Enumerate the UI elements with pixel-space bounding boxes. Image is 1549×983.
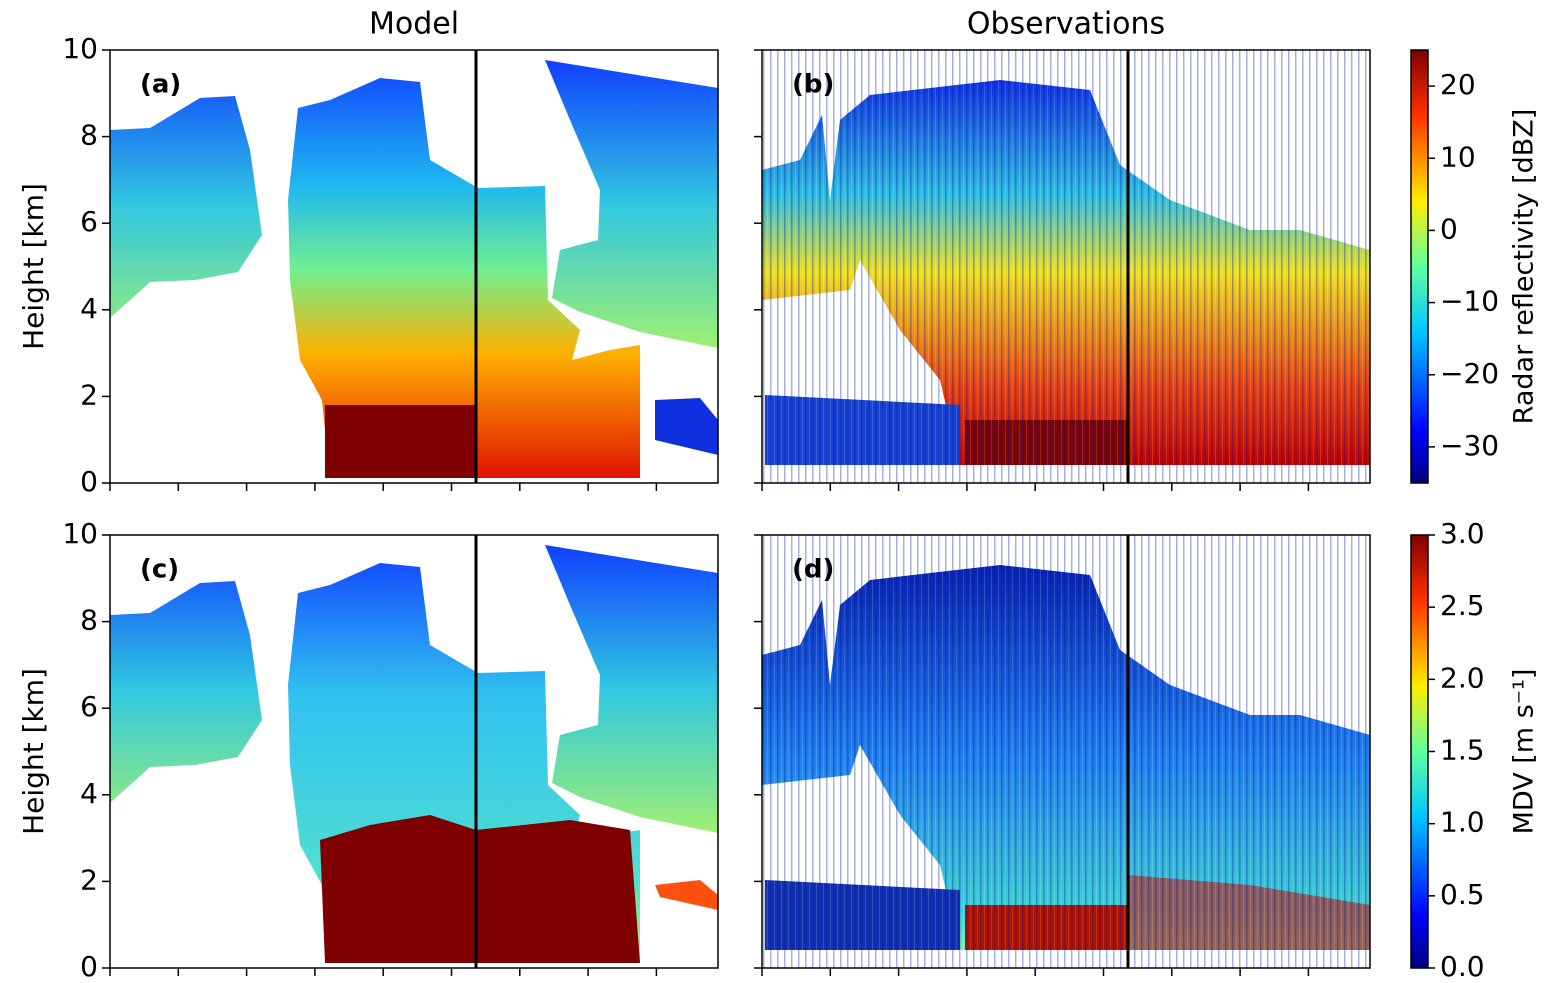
y-tick-label: 8	[80, 119, 98, 152]
observed-field	[762, 535, 1370, 968]
y-tick-label: 8	[80, 604, 98, 637]
y-tick-label: 6	[80, 690, 98, 723]
colorbar-tick-label: −30	[1440, 429, 1499, 462]
colorbar-fill	[1411, 535, 1428, 968]
colorbar-tick-label: 1.5	[1440, 734, 1485, 767]
colorbar-tick-label: 2.5	[1440, 589, 1485, 622]
model-field	[110, 60, 718, 478]
colorbar-label: MDV [m s⁻¹]	[1509, 669, 1540, 835]
model-field	[110, 545, 718, 963]
colorbar-tick-label: −10	[1440, 285, 1499, 318]
colorbar-tick-label: 2.0	[1440, 661, 1485, 694]
colorbar-fill	[1411, 50, 1428, 483]
panel-title: Observations	[967, 7, 1165, 42]
colorbar-tick-label: 10	[1440, 140, 1476, 173]
y-tick-label: 4	[80, 777, 98, 810]
y-axis-label: Height [km]	[17, 183, 50, 350]
y-tick-label: 0	[80, 465, 98, 498]
y-tick-label: 10	[62, 32, 98, 65]
colorbar-tick-label: 0.5	[1440, 878, 1485, 911]
panel-label: (c)	[140, 555, 179, 585]
panel-label: (a)	[140, 70, 181, 100]
panel-label: (d)	[792, 555, 834, 585]
observed-field	[762, 50, 1370, 483]
y-tick-label: 2	[80, 378, 98, 411]
panel-label: (b)	[792, 70, 834, 100]
colorbar-tick-label: −20	[1440, 357, 1499, 390]
colorbar-label: Radar reflectivity [dBZ]	[1509, 109, 1540, 425]
colorbar-tick-label: 1.0	[1440, 806, 1485, 839]
y-tick-label: 6	[80, 205, 98, 238]
y-tick-label: 0	[80, 950, 98, 983]
colorbar-tick-label: 20	[1440, 68, 1476, 101]
colorbar-tick-label: 3.0	[1440, 517, 1485, 550]
panel-title: Model	[369, 7, 459, 42]
colorbar-tick-label: 0.0	[1440, 950, 1485, 983]
colorbar-tick-label: 0	[1440, 212, 1458, 245]
figure: 0 2 4 6 8 10 Model (a) Height [km] Observations (b…	[0, 0, 1549, 983]
y-tick-label: 4	[80, 292, 98, 325]
y-axis-label: Height [km]	[17, 668, 50, 835]
y-tick-label: 10	[62, 517, 98, 550]
y-tick-label: 2	[80, 863, 98, 896]
